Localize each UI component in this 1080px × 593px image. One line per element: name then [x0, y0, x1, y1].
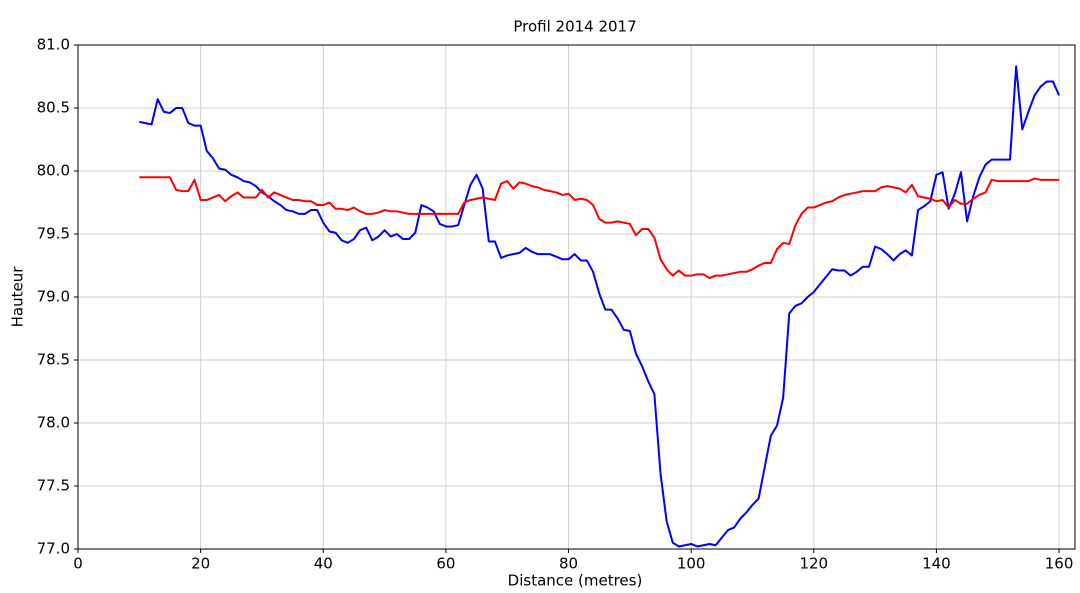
plot-frame: [77, 44, 1076, 550]
x-tick-label: 160: [1045, 555, 1074, 573]
x-axis-label: Distance (metres): [508, 572, 643, 590]
x-tick-label: 20: [191, 555, 210, 573]
series-line: [139, 176, 1060, 280]
y-tick-label: 77.0: [37, 540, 70, 558]
x-tick-label: 40: [314, 555, 333, 573]
y-tick-label: 80.0: [37, 162, 70, 180]
y-tick-label: 79.0: [37, 288, 70, 306]
x-tick-label: 140: [922, 555, 951, 573]
x-tick-label: 120: [799, 555, 828, 573]
y-tick-label: 78.0: [37, 414, 70, 432]
y-tick-label: 81.0: [37, 36, 70, 54]
x-tick-label: 60: [436, 555, 455, 573]
y-tick-label: 79.5: [37, 225, 70, 243]
series-line: [139, 65, 1060, 548]
x-tick-label: 0: [73, 555, 83, 573]
chart-title: Profil 2014 2017: [513, 18, 636, 36]
y-axis-label: Hauteur: [9, 266, 27, 328]
y-tick-label: 77.5: [37, 477, 70, 495]
y-tick-label: 80.5: [37, 99, 70, 117]
x-tick-label: 100: [677, 555, 706, 573]
y-tick-label: 78.5: [37, 351, 70, 369]
x-tick-label: 80: [559, 555, 578, 573]
